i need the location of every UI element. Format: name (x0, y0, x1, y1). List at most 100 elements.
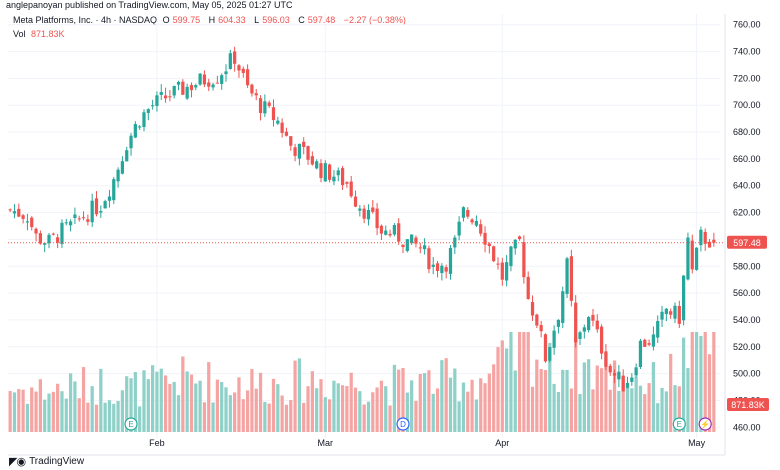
symbol-title[interactable]: Meta Platforms, Inc. · 4h · NASDAQ (13, 15, 158, 25)
candle-body[interactable] (530, 301, 535, 316)
candle-body[interactable] (608, 365, 612, 373)
candle-body[interactable] (505, 262, 509, 281)
candle-body[interactable] (86, 219, 90, 222)
candle-body[interactable] (509, 246, 513, 267)
candle-body[interactable] (250, 84, 254, 94)
candle-body[interactable] (353, 196, 358, 207)
candle-body[interactable] (297, 143, 302, 159)
candle-body[interactable] (319, 163, 323, 178)
candle-body[interactable] (582, 327, 586, 332)
candle-body[interactable] (280, 122, 284, 133)
candle-body[interactable] (254, 93, 258, 96)
candle-body[interactable] (112, 179, 116, 201)
candle-body[interactable] (470, 219, 474, 223)
candle-body[interactable] (68, 221, 73, 226)
candle-body[interactable] (712, 239, 716, 243)
candle-body[interactable] (30, 217, 34, 228)
candle-body[interactable] (612, 373, 617, 376)
candle-body[interactable] (539, 325, 543, 332)
candle-body[interactable] (496, 263, 500, 265)
candle-body[interactable] (25, 221, 30, 223)
candle-body[interactable] (643, 339, 647, 347)
candle-body[interactable] (64, 222, 68, 224)
candle-body[interactable] (656, 321, 660, 338)
candle-body[interactable] (401, 244, 405, 248)
candle-body[interactable] (535, 314, 539, 326)
candle-body[interactable] (431, 264, 435, 267)
candle-body[interactable] (457, 221, 461, 236)
candle-body[interactable] (194, 85, 198, 88)
candle-body[interactable] (453, 237, 457, 248)
candle-body[interactable] (444, 267, 448, 272)
candle-body[interactable] (310, 156, 314, 165)
candle-body[interactable] (388, 233, 392, 236)
candle-body[interactable] (500, 262, 504, 280)
candle-body[interactable] (228, 53, 232, 69)
candle-body[interactable] (263, 101, 267, 114)
candle-body[interactable] (202, 74, 207, 85)
candle-body[interactable] (599, 326, 604, 354)
candle-body[interactable] (682, 275, 686, 321)
candle-body[interactable] (587, 317, 591, 331)
candle-body[interactable] (12, 211, 17, 214)
candle-body[interactable] (543, 334, 548, 362)
candle-body[interactable] (215, 82, 219, 84)
candle-body[interactable] (241, 68, 245, 73)
candle-body[interactable] (703, 231, 707, 244)
candle-body[interactable] (207, 82, 211, 87)
candle-body[interactable] (107, 196, 112, 201)
candle-body[interactable] (224, 71, 228, 75)
candle-body[interactable] (51, 233, 55, 235)
candle-body[interactable] (522, 242, 526, 278)
candle-body[interactable] (94, 198, 99, 215)
candle-body[interactable] (17, 208, 21, 217)
candle-body[interactable] (556, 319, 561, 327)
candle-body[interactable] (73, 214, 77, 218)
candle-body[interactable] (410, 234, 414, 244)
candle-body[interactable] (315, 161, 319, 169)
candle-body[interactable] (379, 225, 384, 234)
candle-body[interactable] (561, 291, 565, 323)
candle-body[interactable] (340, 168, 345, 186)
candle-body[interactable] (466, 210, 470, 217)
candle-body[interactable] (332, 176, 336, 182)
candle-body[interactable] (461, 207, 466, 218)
candle-body[interactable] (323, 163, 327, 182)
candle-body[interactable] (181, 81, 185, 95)
candle-body[interactable] (487, 243, 491, 247)
candle-body[interactable] (569, 256, 573, 301)
candle-body[interactable] (435, 263, 440, 272)
candle-body[interactable] (103, 201, 107, 209)
candle-body[interactable] (211, 84, 215, 88)
candle-body[interactable] (440, 265, 444, 274)
split-marker-icon[interactable] (698, 417, 712, 431)
candle-body[interactable] (267, 102, 271, 106)
candle-body[interactable] (289, 136, 293, 146)
candle-body[interactable] (474, 220, 479, 226)
candle-body[interactable] (189, 84, 194, 91)
candle-body[interactable] (574, 302, 578, 343)
candle-body[interactable] (60, 222, 64, 245)
candle-body[interactable] (591, 314, 595, 321)
candle-body[interactable] (56, 237, 60, 243)
candle-body[interactable] (81, 217, 86, 219)
candle-body[interactable] (293, 147, 297, 156)
candle-body[interactable] (302, 141, 306, 148)
tradingview-brand[interactable]: ◤◉ TradingView (9, 455, 84, 468)
candle-body[interactable] (595, 320, 599, 330)
candle-body[interactable] (185, 86, 189, 99)
candle-body[interactable] (151, 105, 155, 107)
candle-body[interactable] (155, 95, 159, 106)
candle-body[interactable] (116, 169, 120, 182)
candle-body[interactable] (133, 124, 137, 138)
candle-body[interactable] (483, 232, 487, 245)
candle-body[interactable] (90, 200, 94, 223)
candle-body[interactable] (690, 240, 694, 270)
candle-body[interactable] (526, 276, 530, 299)
candle-body[interactable] (168, 96, 172, 98)
candle-body[interactable] (34, 228, 38, 234)
candle-body[interactable] (358, 208, 362, 211)
candle-body[interactable] (630, 377, 634, 382)
candle-body[interactable] (548, 347, 552, 361)
